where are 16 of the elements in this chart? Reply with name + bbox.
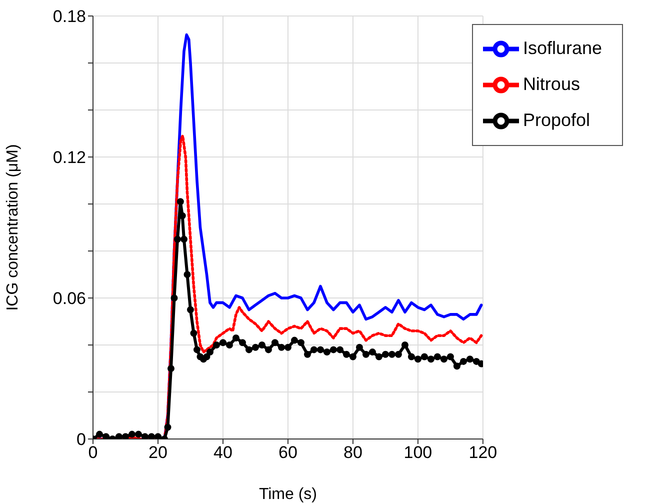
y-tick-label: 0 — [76, 430, 86, 450]
legend-label: Nitrous — [522, 74, 580, 94]
x-tick-label: 80 — [343, 443, 362, 462]
x-tick-label: 0 — [88, 443, 98, 462]
x-tick-label: 40 — [214, 443, 232, 462]
x-tick-label: 100 — [404, 443, 432, 462]
y-tick-label: 0.18 — [52, 7, 86, 26]
x-tick-label: 20 — [148, 443, 168, 462]
x-tick-label: 60 — [278, 443, 298, 462]
legend-label: Isoflurane — [522, 38, 602, 58]
legend-label: Propofol — [522, 110, 590, 130]
y-tick-label: 0.12 — [52, 148, 86, 168]
y-tick-label: 0.06 — [52, 289, 86, 308]
x-tick-label: 120 — [468, 443, 498, 462]
x-axis-title: Time (s) — [258, 486, 317, 503]
y-axis-title: ICG concentration (μM) — [4, 144, 22, 311]
